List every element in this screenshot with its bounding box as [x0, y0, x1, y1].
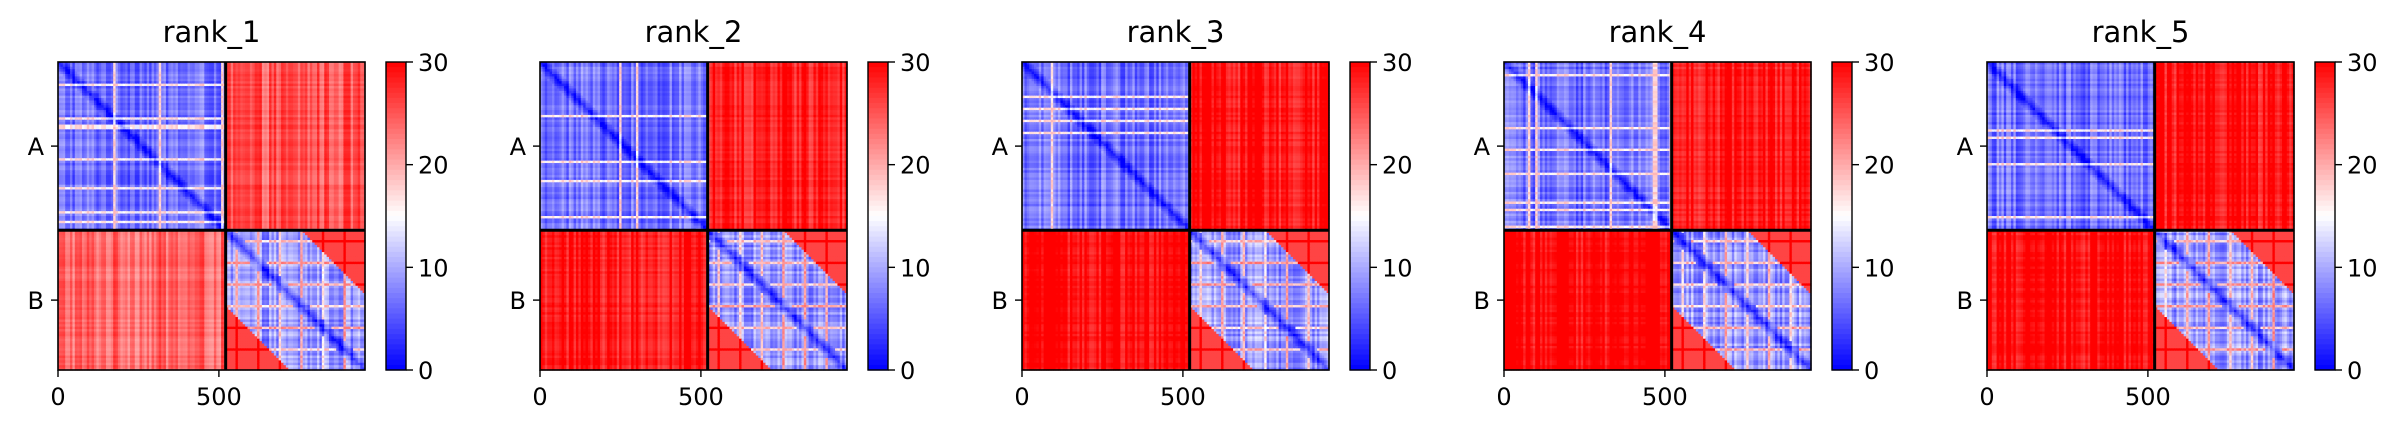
panel-title: rank_1	[163, 15, 261, 49]
heatmap-cells	[58, 62, 366, 371]
